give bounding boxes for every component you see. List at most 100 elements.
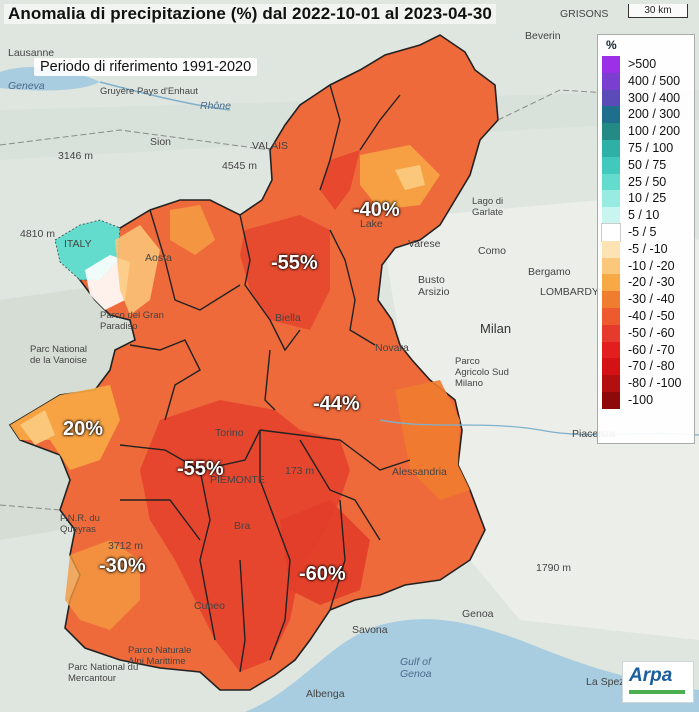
legend-label: -50 / -60 bbox=[628, 325, 675, 340]
place-label: Savona bbox=[352, 624, 388, 636]
legend-label: -100 bbox=[628, 392, 654, 407]
legend-swatch bbox=[602, 139, 620, 157]
anomaly-label: 20% bbox=[63, 418, 104, 440]
legend-label: >500 bbox=[628, 57, 657, 71]
place-label: Gruyère Pays d'Enhaut bbox=[100, 86, 198, 97]
legend-swatch bbox=[602, 291, 620, 308]
legend-swatch bbox=[602, 156, 620, 174]
place-label: La Spezia bbox=[586, 676, 633, 688]
legend-swatch bbox=[602, 207, 620, 224]
scale-bar: 30 km bbox=[628, 4, 688, 18]
place-label: Alessandria bbox=[392, 466, 447, 478]
anomaly-label: -40% bbox=[353, 199, 400, 221]
legend-swatch bbox=[601, 222, 621, 242]
logo-bar bbox=[629, 690, 685, 694]
place-label: Como bbox=[478, 245, 507, 257]
arpa-logo-icon[interactable]: Arpa bbox=[622, 661, 694, 703]
place-label: 4810 m bbox=[20, 228, 56, 240]
place-label: VALAIS bbox=[252, 140, 288, 152]
legend-item: 200 / 300 bbox=[598, 106, 694, 124]
place-label: Parco del Gran Paradiso bbox=[100, 310, 164, 332]
legend-label: -10 / -20 bbox=[628, 258, 675, 273]
place-label: Lake bbox=[360, 218, 383, 230]
legend-label: -5 / 5 bbox=[628, 224, 657, 239]
legend-label: 200 / 300 bbox=[628, 107, 681, 122]
place-label: Parco Naturale Alpi Marittime bbox=[128, 645, 192, 667]
place-label: Gulf of Genoa bbox=[400, 656, 432, 680]
legend-item: -5 / 5 bbox=[598, 222, 694, 242]
legend-item: -60 / -70 bbox=[598, 341, 694, 359]
legend-item: >500 bbox=[598, 56, 694, 73]
place-label: Cuneo bbox=[194, 600, 225, 612]
legend-item: -5 / -10 bbox=[598, 240, 694, 258]
place-label: Torino bbox=[215, 427, 244, 439]
legend-item: 100 / 200 bbox=[598, 123, 694, 140]
legend-label: 50 / 75 bbox=[628, 157, 667, 172]
legend-swatch bbox=[602, 391, 620, 409]
legend-label: 100 / 200 bbox=[628, 124, 681, 139]
legend-item: -80 / -100 bbox=[598, 375, 694, 392]
place-label: Biella bbox=[275, 312, 301, 324]
place-label: ITALY bbox=[64, 238, 92, 250]
legend-swatch bbox=[602, 307, 620, 325]
legend-swatch bbox=[602, 257, 620, 275]
legend-item: 10 / 25 bbox=[598, 190, 694, 208]
legend: % >500 400 / 500 300 / 400 200 / 300 100 / 2… bbox=[597, 34, 695, 444]
legend-item: -40 / -50 bbox=[598, 307, 694, 325]
legend-item: -20 / -30 bbox=[598, 274, 694, 292]
legend-swatch bbox=[602, 240, 620, 258]
place-label: Parc National de la Vanoise bbox=[30, 344, 88, 366]
legend-swatch bbox=[602, 190, 620, 208]
legend-swatch bbox=[602, 375, 620, 392]
place-label: PIEMONTE bbox=[210, 474, 265, 486]
legend-label: -80 / -100 bbox=[628, 376, 682, 391]
legend-item: -70 / -80 bbox=[598, 358, 694, 376]
reference-period: Periodo di riferimento 1991-2020 bbox=[34, 58, 258, 76]
legend-swatch bbox=[602, 123, 620, 140]
legend-label: -5 / -10 bbox=[628, 241, 668, 256]
legend-swatch bbox=[602, 341, 620, 359]
place-label: Lausanne bbox=[8, 47, 55, 59]
legend-label: -30 / -40 bbox=[628, 292, 675, 307]
legend-label: 300 / 400 bbox=[628, 90, 681, 105]
legend-item: 400 / 500 bbox=[598, 72, 694, 90]
legend-swatch bbox=[602, 173, 620, 191]
legend-label: 400 / 500 bbox=[628, 73, 681, 88]
legend-label: -70 / -80 bbox=[628, 359, 675, 374]
legend-item: -30 / -40 bbox=[598, 291, 694, 308]
place-label: P.N.R. du Queyras bbox=[60, 513, 100, 535]
legend-item: 50 / 75 bbox=[598, 156, 694, 174]
place-label: Beverin bbox=[525, 30, 561, 42]
legend-label: -20 / -30 bbox=[628, 275, 675, 290]
legend-item: -100 bbox=[598, 391, 694, 409]
place-label: Parco Agricolo Sud Milano bbox=[455, 356, 509, 389]
place-label: Sion bbox=[150, 136, 172, 148]
place-label: LOMBARDY bbox=[540, 286, 599, 298]
legend-swatch bbox=[602, 89, 620, 107]
legend-swatch bbox=[602, 106, 620, 124]
place-label: Albenga bbox=[306, 688, 345, 700]
anomaly-label: -30% bbox=[99, 555, 146, 577]
logo-text: Arpa bbox=[629, 665, 673, 686]
place-label: Bra bbox=[234, 520, 251, 532]
legend-item: -10 / -20 bbox=[598, 257, 694, 275]
anomaly-label: -60% bbox=[299, 563, 346, 585]
anomaly-label: -44% bbox=[313, 393, 360, 415]
legend-swatch bbox=[602, 56, 620, 73]
legend-swatch bbox=[602, 274, 620, 292]
legend-item: 300 / 400 bbox=[598, 89, 694, 107]
anomaly-label: -55% bbox=[177, 458, 224, 480]
place-label: 3712 m bbox=[108, 540, 144, 552]
place-label: Milan bbox=[480, 321, 512, 336]
legend-header: % bbox=[606, 38, 617, 52]
place-label: Busto Arsizio bbox=[418, 274, 450, 298]
map-title: Anomalia di precipitazione (%) dal 2022-… bbox=[4, 4, 496, 24]
legend-swatch bbox=[602, 358, 620, 376]
place-label: 1790 m bbox=[536, 562, 572, 574]
place-label: Novara bbox=[375, 342, 409, 354]
legend-label: 5 / 10 bbox=[628, 208, 660, 223]
place-label: Aosta bbox=[145, 252, 172, 264]
legend-item: 75 / 100 bbox=[598, 139, 694, 157]
place-label: 3146 m bbox=[58, 150, 94, 162]
